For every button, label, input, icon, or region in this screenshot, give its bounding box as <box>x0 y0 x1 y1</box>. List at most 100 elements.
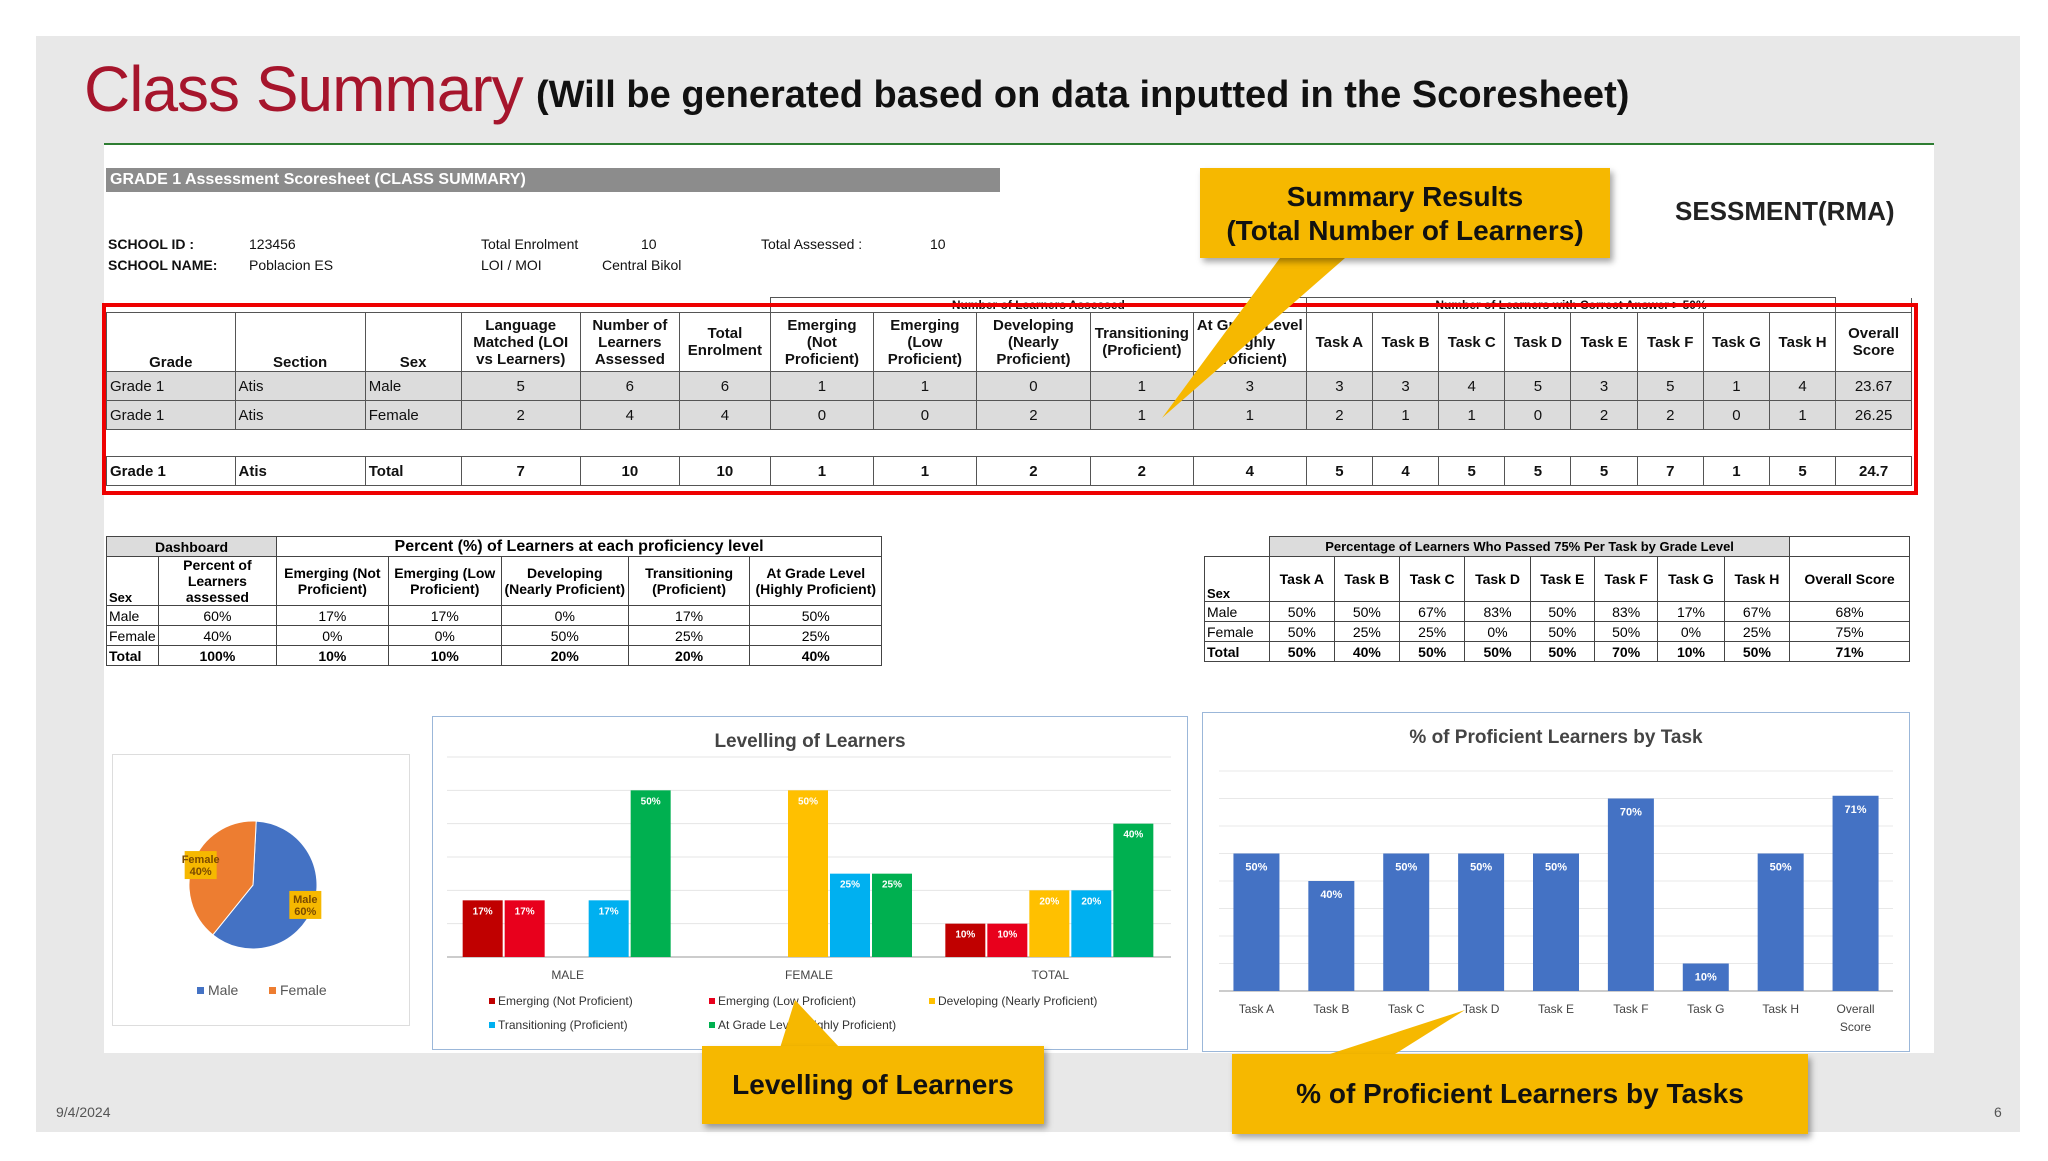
table-cell: 26.25 <box>1835 400 1912 430</box>
table-cell: 1 <box>1438 400 1506 430</box>
total-cell: 5 <box>1768 456 1837 486</box>
pie-label: 60% <box>294 906 316 918</box>
pie-chart-box: Male 60% Female 40% Male Female <box>112 754 410 1026</box>
proficient-callout: % of Proficient Learners by Tasks <box>1232 1054 1808 1134</box>
total-cell: 5 <box>1570 456 1638 486</box>
col-header: Grade <box>106 312 236 372</box>
x-tick-label: Task E <box>1538 1002 1574 1016</box>
col-header: Emerging (Low Proficient) <box>387 556 502 606</box>
bar <box>1682 963 1729 991</box>
total-cell: 10 <box>579 456 680 486</box>
table-cell: 50% <box>749 605 882 626</box>
bar-label: 17% <box>599 906 619 917</box>
enrolment-label: Total Enrolment <box>481 236 579 252</box>
table-cell: 70% <box>1594 641 1659 662</box>
bar <box>1383 853 1430 991</box>
table-cell: 50% <box>1398 641 1466 662</box>
col-header: Sex <box>364 312 462 372</box>
school-name: Poblacion ES <box>249 257 334 273</box>
table-row: Female 40% 0% 0% 50% 25% 25% <box>106 625 882 646</box>
table-cell: Total <box>1204 641 1270 662</box>
x-tick-label: Task G <box>1687 1002 1724 1016</box>
col-header: Task E <box>1570 312 1638 372</box>
total-cell: Total <box>364 456 462 486</box>
bar <box>1533 853 1579 991</box>
table-cell: Atis <box>234 371 366 401</box>
col-header: Task C <box>1438 312 1506 372</box>
levelling-chart: Levelling of Learners 17% 17% 17% 50% MALE 50%… <box>447 731 1171 1032</box>
bar-label: 25% <box>840 880 860 891</box>
task-proficiency-chart: % of Proficient Learners by Task 50% Task … <box>1219 727 1893 1034</box>
table-cell: 50% <box>1594 621 1659 642</box>
legend-label: Transitioning (Proficient) <box>498 1018 628 1032</box>
col-header: Sex <box>106 556 159 606</box>
bar <box>1233 853 1280 991</box>
rma-title: SESSMENT(RMA) <box>1675 196 1895 226</box>
col-header: Transitioning (Proficient) <box>627 556 751 606</box>
bar <box>462 900 503 957</box>
bar-label: 50% <box>1470 862 1492 874</box>
dashboard-table: Dashboard Percent (%) of Learners at eac… <box>105 536 882 666</box>
col-header: Percent of Learners assessed <box>157 556 278 606</box>
summary-pointer <box>1162 258 1345 418</box>
col-header: Task C <box>1398 556 1466 602</box>
bar-label: 40% <box>1320 889 1342 901</box>
col-header: Section <box>234 312 366 372</box>
col-header: Task G <box>1702 312 1771 372</box>
table-cell: 5 <box>1504 371 1572 401</box>
x-tick-label: Score <box>1840 1020 1872 1034</box>
assessed-label: Total Assessed : <box>761 236 863 252</box>
table-cell: 10% <box>276 645 389 666</box>
table-cell: 25% <box>1723 621 1791 642</box>
table-cell: 2 <box>975 400 1092 430</box>
bar <box>1757 853 1804 991</box>
bar <box>987 923 1028 957</box>
total-cell: 2 <box>1090 456 1194 486</box>
table-cell: 4 <box>1438 371 1506 401</box>
table-cell: 3 <box>1371 371 1440 401</box>
levelling-pointer <box>780 1000 840 1048</box>
legend-swatch <box>709 998 715 1004</box>
sheet-header: GRADE 1 Assessment Scoresheet (CLASS SUM… <box>106 168 1000 192</box>
col-header: Emerging (Not Proficient) <box>769 312 874 372</box>
legend-label: Male <box>208 982 239 998</box>
table-cell: 4 <box>579 400 680 430</box>
slide-date: 9/4/2024 <box>56 1104 111 1120</box>
x-tick-label: FEMALE <box>785 968 833 982</box>
col-header: Task E <box>1529 556 1596 602</box>
col-header: Task G <box>1657 556 1725 602</box>
bar <box>788 790 828 957</box>
table-row: Male 60% 17% 17% 0% 17% 50% <box>106 605 882 626</box>
enrolment-value: 10 <box>641 236 657 252</box>
levelling-callout: Levelling of Learners <box>702 1046 1044 1124</box>
levelling-chart-box: Levelling of Learners 17% 17% 17% 50% MALE 50%… <box>432 716 1188 1050</box>
table-cell: Atis <box>234 400 366 430</box>
table-cell: 1 <box>872 371 977 401</box>
table-cell: Total <box>106 645 159 666</box>
bar-label: 50% <box>1545 862 1567 874</box>
table-cell: 4 <box>678 400 771 430</box>
col-header: Sex <box>1204 556 1270 602</box>
table-cell: 2 <box>1570 400 1638 430</box>
col-header: At Grade Level (Highly Proficient) <box>749 556 882 606</box>
table-cell: 0 <box>1504 400 1572 430</box>
table-cell: 68% <box>1789 601 1910 622</box>
table-cell: 50% <box>1529 641 1596 662</box>
table-cell: 2 <box>1305 400 1373 430</box>
slide-number: 6 <box>1994 1104 2002 1120</box>
table-cell: 23.67 <box>1835 371 1912 401</box>
table-cell: 17% <box>387 605 502 626</box>
col-header: Task F <box>1594 556 1659 602</box>
x-tick-label: Task B <box>1313 1002 1349 1016</box>
table-cell: 40% <box>749 645 882 666</box>
table-row: Total 100% 10% 10% 20% 20% 40% <box>106 645 882 666</box>
table-cell: 20% <box>627 645 751 666</box>
table-cell: 50% <box>1529 621 1596 642</box>
col-header: Task H <box>1723 556 1791 602</box>
table-cell: 50% <box>1464 641 1531 662</box>
table-cell: 100% <box>157 645 278 666</box>
col-header: Overall Score <box>1835 312 1912 372</box>
bar-label: 50% <box>1245 862 1267 874</box>
legend-label: Emerging (Low Proficient) <box>718 994 856 1008</box>
col-header: Task D <box>1504 312 1572 372</box>
